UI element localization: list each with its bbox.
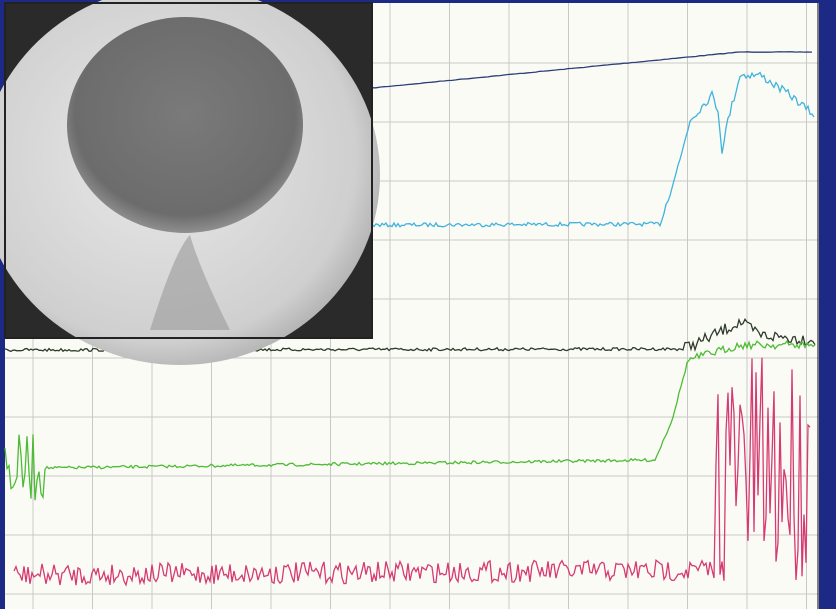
endoscopic-image <box>0 0 380 365</box>
page: (() => { const ns = 'http://www.w3.org/2… <box>0 0 836 609</box>
image-lumen <box>67 17 303 233</box>
recording-screenshot <box>0 0 836 609</box>
